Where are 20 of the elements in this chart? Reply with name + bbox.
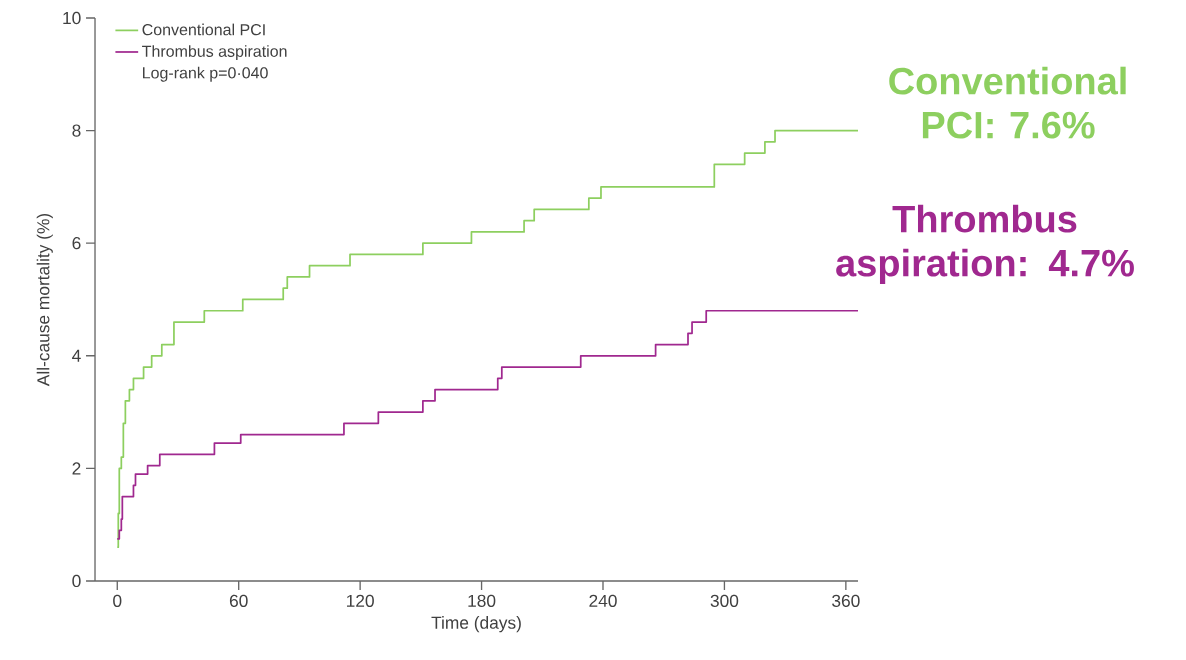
y-tick-label: 6 <box>72 237 81 250</box>
x-tick-label: 240 <box>589 594 617 607</box>
y-tick-label: 10 <box>63 11 81 25</box>
y-axis-title: All-cause mortality (%) <box>36 213 53 387</box>
x-tick-label: 120 <box>346 594 374 607</box>
text: Conventional PCI: 7.6% <box>889 66 1126 139</box>
annotation: Log-rank p=0·040 <box>143 66 268 82</box>
x-tick-label: 0 <box>113 594 122 607</box>
legend-label: Thrombus aspiration <box>142 45 287 61</box>
y-tick-label: 4 <box>72 349 81 362</box>
legend-label: Conventional PCI <box>142 23 265 36</box>
x-tick-label: 300 <box>710 594 739 607</box>
y-tick-label: 2 <box>72 462 81 475</box>
y-tick-label: 8 <box>72 124 81 137</box>
x-tick-label: 60 <box>229 594 248 607</box>
x-tick-label: 360 <box>832 594 860 607</box>
x-tick-label: 180 <box>468 594 496 607</box>
y-tick-label: 0 <box>72 574 81 588</box>
annotation: Thrombus aspiration: 4.7% <box>836 204 1134 285</box>
x-axis-title: Time (days) <box>431 616 521 633</box>
